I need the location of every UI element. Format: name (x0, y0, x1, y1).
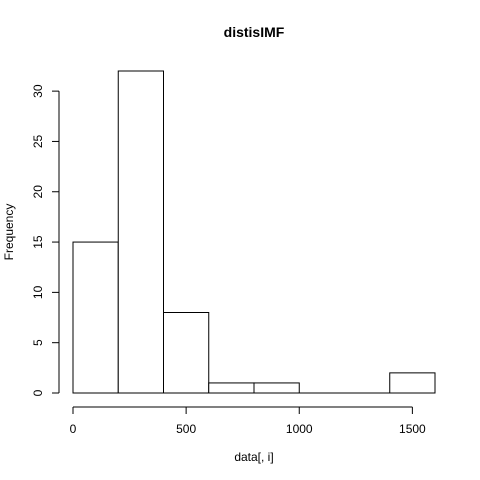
bars-group (72, 70, 436, 394)
x-axis: 0 500 1000 1500 (70, 406, 426, 436)
y-tick-label: 20 (31, 185, 45, 199)
histogram-bar (117, 70, 164, 394)
y-axis-label: Frequency (2, 204, 16, 261)
y-axis: 0 5 10 15 20 25 30 (31, 84, 60, 396)
chart-title: distisIMF (224, 24, 285, 40)
y-tick-label: 10 (31, 285, 45, 299)
x-axis-label: data[, i] (234, 450, 273, 464)
y-tick-label: 30 (31, 84, 45, 98)
x-tick-label: 500 (176, 422, 196, 436)
histogram-bar (389, 372, 436, 394)
x-tick-label: 0 (70, 422, 77, 436)
x-tick-label: 1000 (286, 422, 313, 436)
histogram-bar (253, 382, 300, 394)
histogram-bar (208, 382, 255, 394)
histogram-bar (72, 241, 119, 394)
x-tick-label: 1500 (399, 422, 426, 436)
y-tick-label: 25 (31, 134, 45, 148)
y-tick-label: 15 (31, 235, 45, 249)
y-tick-label: 0 (31, 389, 45, 396)
histogram-bar (163, 312, 210, 394)
y-tick-label: 5 (31, 339, 45, 346)
